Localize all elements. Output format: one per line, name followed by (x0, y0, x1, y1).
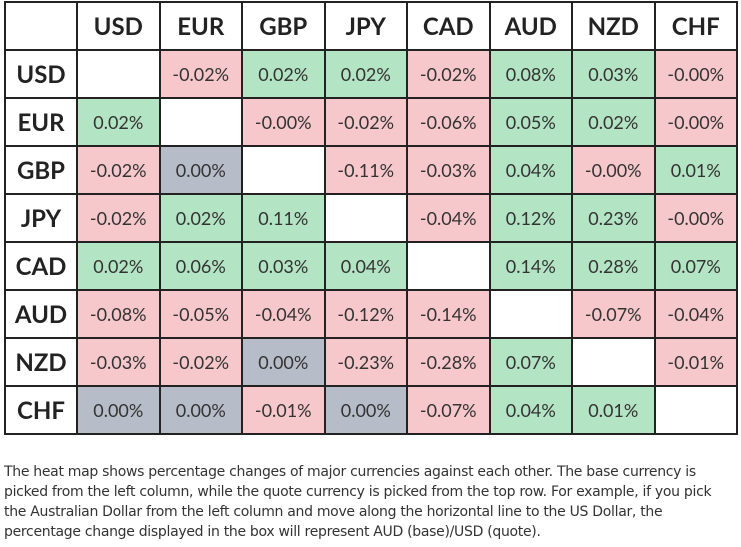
heat-cell: -0.07% (571, 289, 656, 339)
heat-cell: 0.03% (241, 241, 326, 291)
heat-cell: -0.00% (653, 49, 738, 99)
heat-cell: 0.02% (158, 193, 243, 243)
empty-cell (406, 241, 491, 291)
heat-cell: -0.02% (158, 49, 243, 99)
heat-cell: 0.04% (323, 241, 408, 291)
empty-cell (571, 337, 656, 387)
heat-cell: -0.00% (653, 193, 738, 243)
row-header: JPY (4, 193, 78, 243)
heat-cell: -0.02% (158, 337, 243, 387)
description: The heat map shows percentage changes of… (4, 464, 712, 540)
heat-cell: -0.06% (406, 97, 491, 147)
heat-cell: -0.28% (406, 337, 491, 387)
table-row: CHF 0.00% 0.00% -0.01% 0.00% -0.07% 0.04% 0.01% (4, 385, 738, 435)
heat-cell: -0.08% (76, 289, 161, 339)
empty-cell (653, 385, 738, 435)
heat-cell: -0.01% (653, 337, 738, 387)
heat-cell: 0.02% (76, 241, 161, 291)
heat-cell: 0.00% (241, 337, 326, 387)
column-header: NZD (571, 1, 656, 51)
heat-cell: 0.01% (653, 145, 738, 195)
heat-cell: -0.00% (571, 145, 656, 195)
heat-cell: 0.06% (158, 241, 243, 291)
heat-cell: -0.23% (323, 337, 408, 387)
heat-cell: -0.02% (323, 97, 408, 147)
heat-cell: 0.01% (571, 385, 656, 435)
table-row: NZD -0.03% -0.02% 0.00% -0.23% -0.28% 0.07% -0.… (4, 337, 738, 387)
heat-cell: 0.00% (158, 145, 243, 195)
column-header: CHF (653, 1, 738, 51)
heat-cell: 0.02% (323, 49, 408, 99)
table-row: AUD -0.08% -0.05% -0.04% -0.12% -0.14% -0.07% -… (4, 289, 738, 339)
heat-cell: -0.02% (76, 193, 161, 243)
heat-map: USD EUR GBP JPY CAD AUD NZD CHF USD -0.02% 0.02% 0.… (4, 1, 738, 435)
row-header: NZD (4, 337, 78, 387)
column-header: AUD (488, 1, 573, 51)
heat-cell: 0.00% (158, 385, 243, 435)
heat-cell: 0.02% (571, 97, 656, 147)
empty-cell (76, 49, 161, 99)
row-header: GBP (4, 145, 78, 195)
empty-cell (241, 145, 326, 195)
heat-cell: -0.14% (406, 289, 491, 339)
row-header: USD (4, 49, 78, 99)
heat-cell: -0.04% (653, 289, 738, 339)
heat-cell: 0.04% (488, 145, 573, 195)
row-header: CHF (4, 385, 78, 435)
heat-cell: 0.02% (76, 97, 161, 147)
table-row: JPY -0.02% 0.02% 0.11% -0.04% 0.12% 0.23% -0.00… (4, 193, 738, 243)
row-header: EUR (4, 97, 78, 147)
heat-cell: 0.08% (488, 49, 573, 99)
column-header: USD (76, 1, 161, 51)
heat-cell: 0.07% (488, 337, 573, 387)
heat-cell: 0.02% (241, 49, 326, 99)
heat-cell: 0.03% (571, 49, 656, 99)
heat-cell: 0.14% (488, 241, 573, 291)
heat-cell: 0.05% (488, 97, 573, 147)
header-row: USD EUR GBP JPY CAD AUD NZD CHF (4, 1, 738, 51)
column-header: CAD (406, 1, 491, 51)
heat-cell: 0.23% (571, 193, 656, 243)
table-row: EUR 0.02% -0.00% -0.02% -0.06% 0.05% 0.02% -0.0… (4, 97, 738, 147)
heat-cell: -0.02% (76, 145, 161, 195)
heat-cell: 0.04% (488, 385, 573, 435)
heat-cell: -0.03% (76, 337, 161, 387)
column-header: GBP (241, 1, 326, 51)
heat-cell: -0.04% (241, 289, 326, 339)
heat-cell: -0.04% (406, 193, 491, 243)
column-header: EUR (158, 1, 243, 51)
heat-cell: -0.03% (406, 145, 491, 195)
heat-cell: -0.12% (323, 289, 408, 339)
heat-cell: 0.00% (76, 385, 161, 435)
heat-cell: -0.01% (241, 385, 326, 435)
empty-cell (158, 97, 243, 147)
heat-cell: -0.02% (406, 49, 491, 99)
table-row: CAD 0.02% 0.06% 0.03% 0.04% 0.14% 0.28% 0.07% (4, 241, 738, 291)
heat-cell: 0.07% (653, 241, 738, 291)
heat-cell: 0.11% (241, 193, 326, 243)
heat-cell: 0.12% (488, 193, 573, 243)
heat-cell: 0.28% (571, 241, 656, 291)
empty-cell (488, 289, 573, 339)
heat-cell: -0.00% (241, 97, 326, 147)
heat-cell: 0.00% (323, 385, 408, 435)
table-row: GBP -0.02% 0.00% -0.11% -0.03% 0.04% -0.00% 0.0… (4, 145, 738, 195)
row-header: CAD (4, 241, 78, 291)
table-row: USD -0.02% 0.02% 0.02% -0.02% 0.08% 0.03% -0.00… (4, 49, 738, 99)
empty-cell (323, 193, 408, 243)
column-header: JPY (323, 1, 408, 51)
row-header: AUD (4, 289, 78, 339)
heat-cell: -0.07% (406, 385, 491, 435)
heat-cell: -0.05% (158, 289, 243, 339)
heat-cell: -0.00% (653, 97, 738, 147)
corner-cell (4, 1, 78, 51)
heat-cell: -0.11% (323, 145, 408, 195)
